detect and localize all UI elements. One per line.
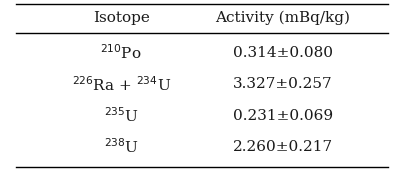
Text: 0.314±0.080: 0.314±0.080	[233, 46, 333, 60]
Text: $^{210}$Po: $^{210}$Po	[100, 44, 142, 62]
Text: $^{238}$U: $^{238}$U	[103, 138, 139, 156]
Text: 3.327±0.257: 3.327±0.257	[233, 77, 332, 91]
Text: 2.260±0.217: 2.260±0.217	[233, 140, 333, 154]
Text: Activity (mBq/kg): Activity (mBq/kg)	[215, 11, 350, 25]
Text: $^{235}$U: $^{235}$U	[103, 106, 139, 125]
Text: $^{226}$Ra + $^{234}$U: $^{226}$Ra + $^{234}$U	[72, 75, 171, 94]
Text: 0.231±0.069: 0.231±0.069	[233, 109, 333, 123]
Text: Isotope: Isotope	[93, 11, 149, 25]
